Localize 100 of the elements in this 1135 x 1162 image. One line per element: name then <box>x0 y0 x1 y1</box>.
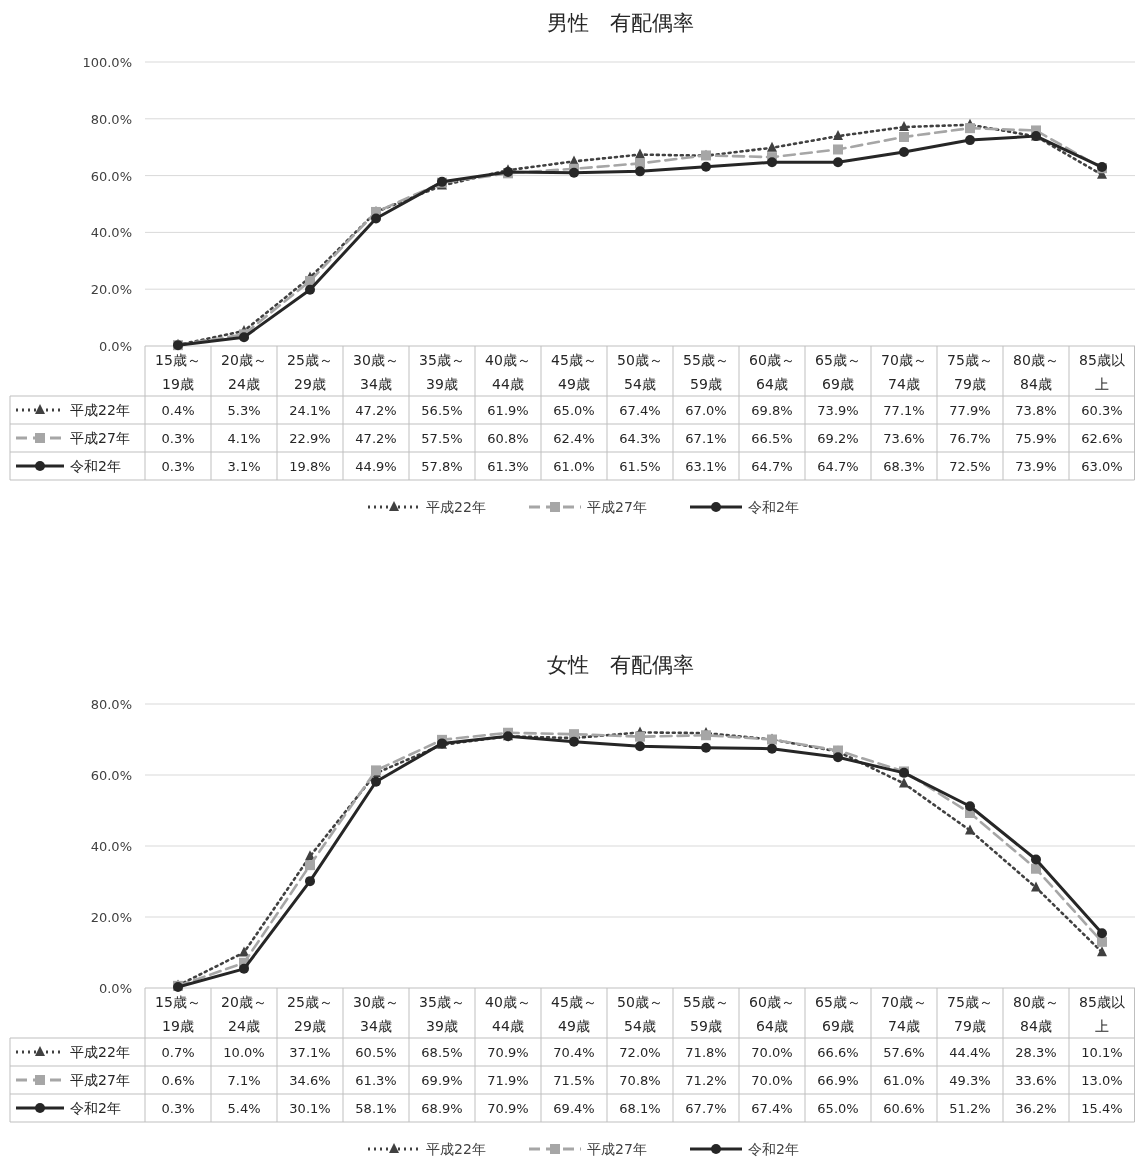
text: 平成22年 <box>426 1141 486 1157</box>
data-label: 0.6% <box>161 1073 195 1088</box>
text: 平成27年 <box>587 1141 647 1157</box>
text: 平成27年 <box>587 499 647 515</box>
data-label: 62.6% <box>1081 431 1123 446</box>
data-label: 72.5% <box>949 459 991 474</box>
data-label: 66.6% <box>817 1045 859 1060</box>
point <box>1097 946 1107 957</box>
point <box>833 130 843 141</box>
x-tick-label: 30歳～34歳 <box>353 994 399 1034</box>
data-label: 61.0% <box>883 1073 925 1088</box>
data-label: 69.2% <box>817 431 859 446</box>
data-label: 70.9% <box>487 1101 529 1116</box>
data-label: 5.3% <box>227 403 261 418</box>
data-label: 34.6% <box>289 1073 331 1088</box>
x-tick-label: 15歳～19歳 <box>155 994 201 1034</box>
point <box>635 158 645 169</box>
point <box>305 850 315 861</box>
data-label: 70.8% <box>619 1073 661 1088</box>
data-label: 70.0% <box>751 1045 793 1060</box>
point <box>305 860 315 871</box>
text: 令和2年 <box>748 499 799 515</box>
legend-label: 平成22年 <box>70 402 130 418</box>
data-label: 71.2% <box>685 1073 727 1088</box>
x-tick-label: 55歳～59歳 <box>683 352 729 392</box>
data-label: 7.1% <box>227 1073 261 1088</box>
x-tick-label: 35歳～39歳 <box>419 994 465 1034</box>
point <box>569 736 579 747</box>
point <box>239 963 249 974</box>
x-tick-label: 65歳～69歳 <box>815 352 861 392</box>
data-label: 28.3% <box>1015 1045 1057 1060</box>
chart-title: 男性 有配偶率 <box>546 11 694 35</box>
point <box>767 157 777 168</box>
data-label: 73.6% <box>883 431 925 446</box>
y-tick-label: 40.0% <box>90 225 132 241</box>
data-label: 61.5% <box>619 459 661 474</box>
y-tick-label: 0.0% <box>98 981 132 996</box>
point <box>701 161 711 172</box>
data-label: 61.0% <box>553 459 595 474</box>
data-label: 44.4% <box>949 1045 991 1060</box>
data-label: 63.0% <box>1081 459 1123 474</box>
point <box>305 876 315 887</box>
x-tick-label: 80歳～84歳 <box>1013 352 1059 392</box>
legend-label: 令和2年 <box>70 1100 121 1116</box>
data-label: 68.3% <box>883 459 925 474</box>
data-label: 0.4% <box>161 403 195 418</box>
data-label: 77.9% <box>949 403 991 418</box>
legend-label: 平成27年 <box>70 430 130 446</box>
y-tick-label: 40.0% <box>90 839 132 854</box>
legend-label: 令和2年 <box>70 458 121 474</box>
x-tick-label: 35歳～39歳 <box>419 352 465 392</box>
point <box>305 275 315 286</box>
point <box>899 131 909 142</box>
y-tick-label: 60.0% <box>90 168 132 184</box>
data-label: 70.9% <box>487 1045 529 1060</box>
data-label: 19.8% <box>289 459 331 474</box>
point <box>965 801 975 812</box>
x-tick-label: 65歳～69歳 <box>815 994 861 1034</box>
x-tick-label: 15歳～19歳 <box>155 352 201 392</box>
x-tick-label: 55歳～59歳 <box>683 994 729 1034</box>
data-label: 67.1% <box>685 431 727 446</box>
data-label: 47.2% <box>355 431 397 446</box>
data-label: 61.3% <box>487 459 529 474</box>
point <box>965 824 975 835</box>
data-label: 75.9% <box>1015 431 1057 446</box>
data-label: 70.0% <box>751 1073 793 1088</box>
data-label: 61.9% <box>487 403 529 418</box>
data-label: 65.0% <box>817 1101 859 1116</box>
x-tick-label: 60歳～64歳 <box>749 352 795 392</box>
data-label: 70.4% <box>553 1045 595 1060</box>
data-label: 57.5% <box>421 431 463 446</box>
data-label: 10.1% <box>1081 1045 1123 1060</box>
data-label: 64.3% <box>619 431 661 446</box>
x-tick-label: 50歳～54歳 <box>617 994 663 1034</box>
data-label: 68.5% <box>421 1045 463 1060</box>
data-label: 63.1% <box>685 459 727 474</box>
data-label: 60.3% <box>1081 403 1123 418</box>
x-tick-label: 20歳～24歳 <box>221 994 267 1034</box>
legend-label: 平成22年 <box>70 1044 130 1060</box>
data-label: 47.2% <box>355 403 397 418</box>
data-label: 69.9% <box>421 1073 463 1088</box>
data-label: 56.5% <box>421 403 463 418</box>
data-label: 30.1% <box>289 1101 331 1116</box>
chart-title: 女性 有配偶率 <box>546 653 694 677</box>
x-tick-label: 20歳～24歳 <box>221 352 267 392</box>
data-label: 60.6% <box>883 1101 925 1116</box>
data-label: 60.5% <box>355 1045 397 1060</box>
text: 令和2年 <box>748 1141 799 1157</box>
x-tick-label: 80歳～84歳 <box>1013 994 1059 1034</box>
data-label: 65.0% <box>553 403 595 418</box>
point <box>899 777 909 788</box>
x-tick-label: 75歳～79歳 <box>947 352 993 392</box>
data-label: 67.0% <box>685 403 727 418</box>
data-label: 0.3% <box>161 431 195 446</box>
data-label: 67.7% <box>685 1101 727 1116</box>
y-tick-label: 20.0% <box>90 282 132 298</box>
data-label: 69.8% <box>751 403 793 418</box>
data-label: 76.7% <box>949 431 991 446</box>
data-label: 5.4% <box>227 1101 261 1116</box>
data-label: 57.8% <box>421 459 463 474</box>
